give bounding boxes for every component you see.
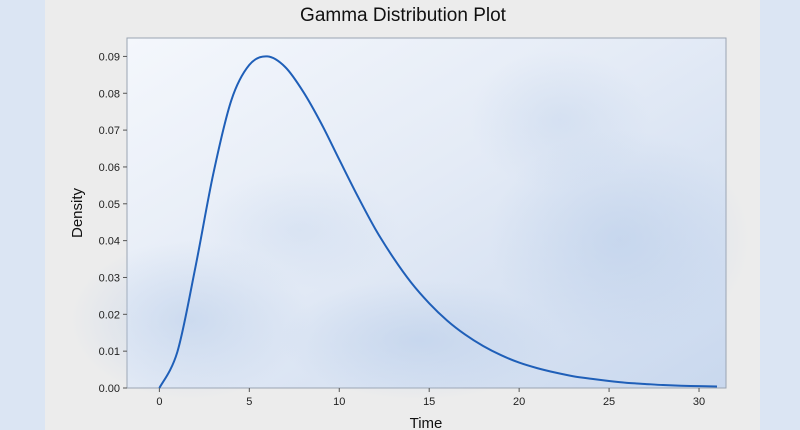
y-tick-label: 0.06 (99, 162, 120, 174)
y-tick-label: 0.04 (99, 236, 120, 248)
x-tick-label: 20 (513, 396, 525, 408)
x-axis-title: Time (410, 415, 443, 430)
x-tick-label: 5 (246, 396, 252, 408)
y-tick-label: 0.05 (99, 199, 120, 211)
y-tick-label: 0.01 (99, 346, 120, 358)
x-axis: 0 5 10 15 20 25 30 (156, 388, 705, 408)
y-axis-title: Density (69, 187, 86, 238)
x-tick-label: 30 (693, 396, 705, 408)
series-group (158, 55, 718, 389)
x-tick-label: 10 (333, 396, 345, 408)
y-axis: 0.00 0.01 0.02 0.03 0.04 0.05 0.06 0.07 0.08 0.09 (99, 51, 127, 395)
x-tick-label: 25 (603, 396, 615, 408)
y-tick-label: 0.08 (99, 88, 120, 100)
y-tick-label: 0.09 (99, 51, 120, 63)
x-tick-label: 15 (423, 396, 435, 408)
plot-background-texture (70, 50, 750, 400)
y-tick-label: 0.03 (99, 272, 120, 284)
y-tick-label: 0.07 (99, 125, 120, 137)
x-tick-label: 0 (156, 396, 162, 408)
chart-title: Gamma Distribution Plot (300, 5, 507, 26)
y-tick-label: 0.02 (99, 309, 120, 321)
y-tick-label: 0.00 (99, 383, 120, 395)
series-line-0 (158, 55, 718, 389)
